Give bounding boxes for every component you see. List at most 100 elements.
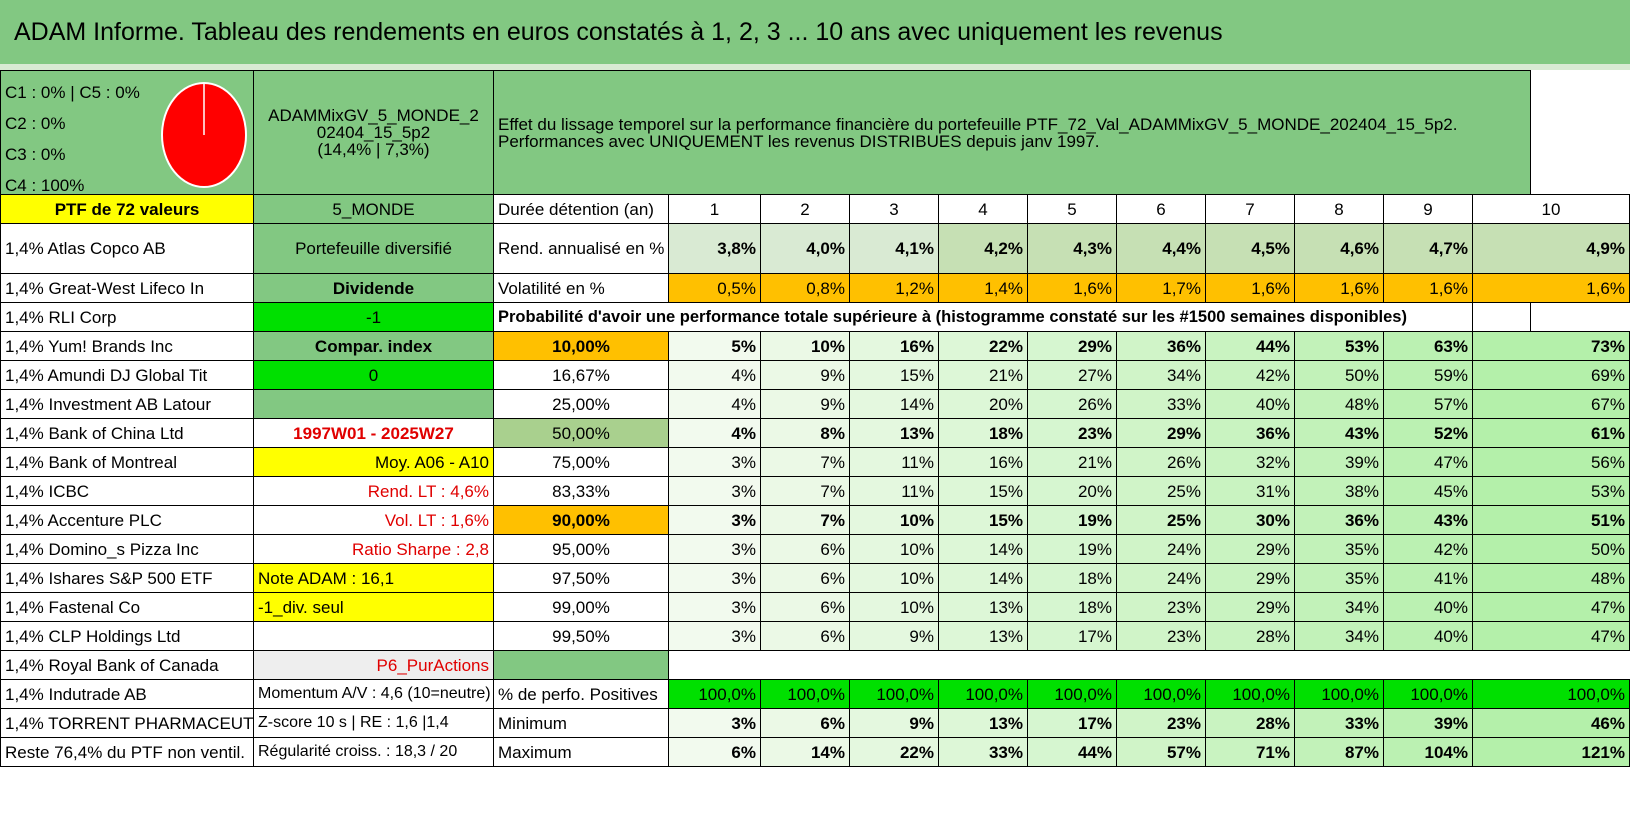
pos-y2: 100,0% <box>760 679 850 709</box>
prob-q11-y5: 17% <box>1027 621 1117 651</box>
holding-8: 1,4% Bank of Montreal <box>0 447 254 477</box>
holding-12: 1,4% Ishares S&P 500 ETF <box>0 563 254 593</box>
allocation-c2: C2 : 0% <box>5 114 66 133</box>
rend-y10: 4,9% <box>1472 223 1630 274</box>
prob-q7-y2: 7% <box>760 505 850 535</box>
report-grid: C1 : 0% | C5 : 0% C2 : 0% C3 : 0% C4 : 1… <box>0 70 1630 767</box>
quantile-6: 83,33% <box>493 476 669 506</box>
quantile-3: 25,00% <box>493 389 669 419</box>
allocation-legend: C1 : 0% | C5 : 0% C2 : 0% C3 : 0% C4 : 1… <box>5 77 140 194</box>
prob-q6-y6: 25% <box>1116 476 1206 506</box>
pos-y3: 100,0% <box>849 679 939 709</box>
quantile-7: 90,00% <box>493 505 669 535</box>
table-row: PTF de 72 valeurs 5_MONDE Durée détention … <box>0 194 1630 224</box>
table-row: 1,4% Atlas Copco AB Portefeuille diversif… <box>0 223 1630 274</box>
prob-q3-y9: 57% <box>1383 389 1473 419</box>
prob-q7-y1: 3% <box>668 505 761 535</box>
prob-q2-y6: 34% <box>1116 360 1206 390</box>
table-row: 1,4% Yum! Brands Inc Compar. index 10,00% 5… <box>0 331 1630 361</box>
rend-y9: 4,7% <box>1383 223 1473 274</box>
portfolio-name-line1: ADAMMixGV_5_MONDE_2 <box>268 106 479 125</box>
holding-17: 1,4% TORRENT PHARMACEUTIC <box>0 708 254 738</box>
table-row: 1,4% Ishares S&P 500 ETF Note ADAM : 16,1… <box>0 563 1630 593</box>
vol-y8: 1,6% <box>1294 273 1384 303</box>
zero-value: 0 <box>253 360 494 390</box>
prob-q4-y10: 61% <box>1472 418 1630 448</box>
holding-7: 1,4% Bank of China Ltd <box>0 418 254 448</box>
year-header-7: 7 <box>1205 194 1295 224</box>
prob-q1-y4: 22% <box>938 331 1028 361</box>
prob-q9-y2: 6% <box>760 563 850 593</box>
prob-q9-y1: 3% <box>668 563 761 593</box>
prob-q6-y2: 7% <box>760 476 850 506</box>
prob-q6-y5: 20% <box>1027 476 1117 506</box>
prob-q6-y7: 31% <box>1205 476 1295 506</box>
prob-q10-y7: 29% <box>1205 592 1295 622</box>
prob-q7-y9: 43% <box>1383 505 1473 535</box>
vol-y4: 1,4% <box>938 273 1028 303</box>
rend-y7: 4,5% <box>1205 223 1295 274</box>
prob-q5-y7: 32% <box>1205 447 1295 477</box>
prob-q9-y9: 41% <box>1383 563 1473 593</box>
prob-q2-y3: 15% <box>849 360 939 390</box>
min-y1: 3% <box>668 708 761 738</box>
prob-q10-y4: 13% <box>938 592 1028 622</box>
prob-q2-y9: 59% <box>1383 360 1473 390</box>
table-row: 1,4% Bank of China Ltd 1997W01 - 2025W27 5… <box>0 418 1630 448</box>
holding-18: Reste 76,4% du PTF non ventil. <box>0 737 254 767</box>
year-header-9: 9 <box>1383 194 1473 224</box>
prob-q3-y7: 40% <box>1205 389 1295 419</box>
prob-q5-y1: 3% <box>668 447 761 477</box>
max-y3: 22% <box>849 737 939 767</box>
allocation-c3: C3 : 0% <box>5 145 66 164</box>
prob-q1-y8: 53% <box>1294 331 1384 361</box>
prob-q2-y7: 42% <box>1205 360 1295 390</box>
momentum: Momentum A/V : 4,6 (10=neutre) <box>253 679 494 709</box>
prob-q1-y10: 73% <box>1472 331 1630 361</box>
min-y10: 46% <box>1472 708 1630 738</box>
prob-q8-y5: 19% <box>1027 534 1117 564</box>
holding-3: 1,4% RLI Corp <box>0 302 254 332</box>
max-y1: 6% <box>668 737 761 767</box>
prob-q8-y7: 29% <box>1205 534 1295 564</box>
min-y9: 39% <box>1383 708 1473 738</box>
prob-q1-y9: 63% <box>1383 331 1473 361</box>
prob-q3-y6: 33% <box>1116 389 1206 419</box>
vol-label: Volatilité en % <box>493 273 669 303</box>
empty-green <box>253 389 494 419</box>
prob-q6-y8: 38% <box>1294 476 1384 506</box>
prob-q3-y4: 20% <box>938 389 1028 419</box>
prob-q7-y8: 36% <box>1294 505 1384 535</box>
pos-label: % de perfo. Positives <box>493 679 669 709</box>
prob-q7-y6: 25% <box>1116 505 1206 535</box>
prob-q2-y8: 50% <box>1294 360 1384 390</box>
holding-1: 1,4% Atlas Copco AB <box>0 223 254 274</box>
rend-label: Rend. annualisé en % <box>493 223 669 274</box>
min-y8: 33% <box>1294 708 1384 738</box>
rend-y8: 4,6% <box>1294 223 1384 274</box>
prob-q8-y6: 24% <box>1116 534 1206 564</box>
year-header-8: 8 <box>1294 194 1384 224</box>
year-header-1: 1 <box>668 194 761 224</box>
div-only: -1_div. seul <box>253 592 494 622</box>
prob-q9-y5: 18% <box>1027 563 1117 593</box>
allocation-cell: C1 : 0% | C5 : 0% C2 : 0% C3 : 0% C4 : 1… <box>0 70 254 195</box>
prob-q5-y8: 39% <box>1294 447 1384 477</box>
prob-q11-y6: 23% <box>1116 621 1206 651</box>
quantile-1: 10,00% <box>493 331 669 361</box>
pos-y6: 100,0% <box>1116 679 1206 709</box>
prob-q9-y3: 10% <box>849 563 939 593</box>
prob-q11-y7: 28% <box>1205 621 1295 651</box>
table-row: 1,4% Royal Bank of Canada P6_PurActions <box>0 650 1630 680</box>
vol-lt: Vol. LT : 1,6% <box>253 505 494 535</box>
prob-q4-y1: 4% <box>668 418 761 448</box>
prob-q11-y2: 6% <box>760 621 850 651</box>
allocation-c1-c5: C1 : 0% | C5 : 0% <box>5 83 140 102</box>
prob-q9-y4: 14% <box>938 563 1028 593</box>
probability-label: Probabilité d'avoir une performance tota… <box>493 302 1473 332</box>
prob-q4-y4: 18% <box>938 418 1028 448</box>
compar-index: Compar. index <box>253 331 494 361</box>
allocation-pie-chart <box>161 82 247 188</box>
table-row: 1,4% Amundi DJ Global Tit 0 16,67% 4% 9% 15% 2… <box>0 360 1630 390</box>
prob-q11-y4: 13% <box>938 621 1028 651</box>
